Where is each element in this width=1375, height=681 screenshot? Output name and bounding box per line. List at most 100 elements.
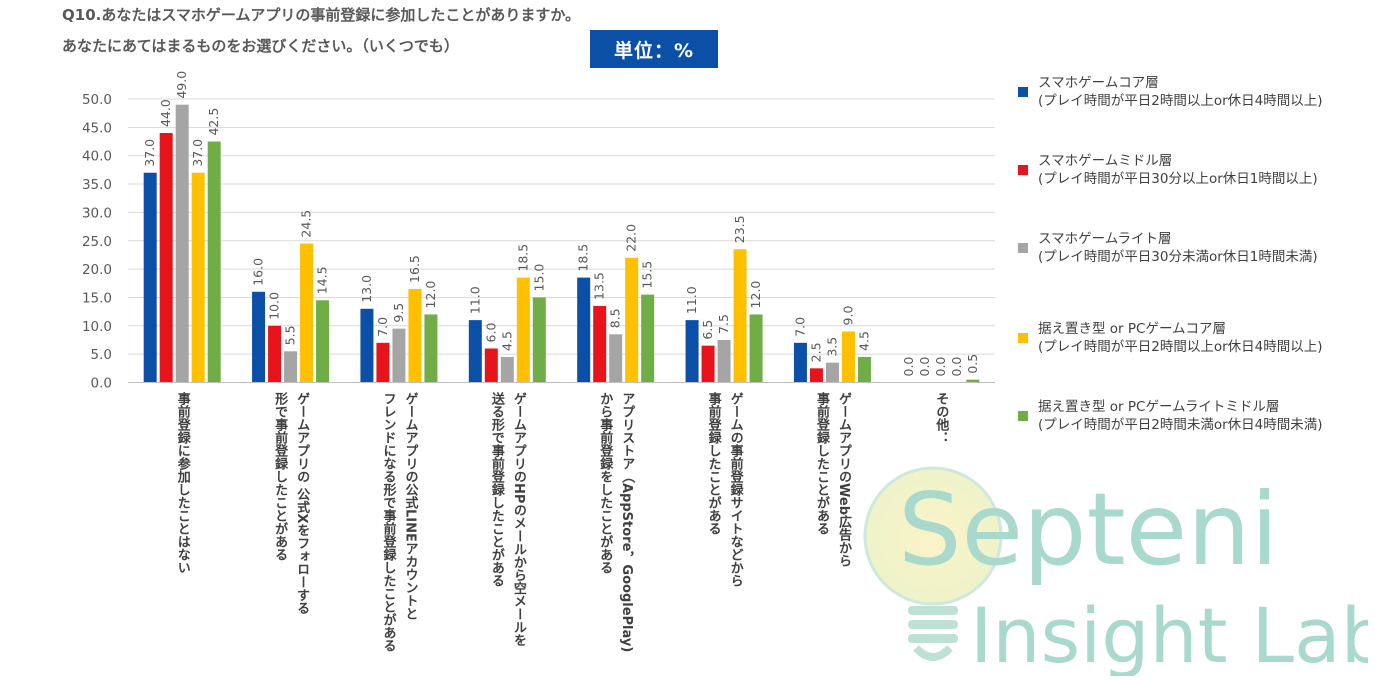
legend-series-note: (プレイ時間が平日30分未満or休日1時間未満) — [1038, 249, 1318, 265]
bar — [207, 141, 221, 383]
data-label: 15.0 — [531, 264, 546, 292]
bar — [500, 356, 514, 383]
data-label: 6.0 — [483, 323, 498, 343]
bar — [809, 368, 823, 383]
legend-series-note: (プレイ時間が平日30分以上or休日1時間以上) — [1038, 171, 1318, 187]
data-label: 13.0 — [359, 275, 374, 303]
data-label: 44.0 — [158, 99, 173, 127]
bar — [857, 356, 871, 383]
bar — [593, 305, 607, 383]
bar — [316, 300, 330, 383]
data-label: 14.5 — [315, 266, 330, 294]
data-label: 8.5 — [608, 308, 623, 328]
legend-series-name: スマホゲームミドル層 — [1038, 153, 1173, 169]
legend-item: 据え置き型 or PCゲームライトミドル層 (プレイ時間が平日2時間未満or休日4… — [1018, 398, 1368, 434]
legend-series-note: (プレイ時間が平日2時間未満or休日4時間未満) — [1038, 417, 1323, 433]
category-label: フレンドになる形で事前登録したことがある — [380, 392, 397, 652]
data-label: 0.0 — [917, 357, 932, 377]
question-instruction: あなたにあてはまるものをお選びください。（いくつでも） — [62, 37, 459, 55]
category-label: から事前登録をしたことがある — [597, 392, 614, 574]
legend-label: スマホゲームミドル層 (プレイ時間が平日30分以上or休日1時間以上) — [1038, 152, 1318, 188]
data-label: 49.0 — [174, 71, 189, 99]
category-label: 事前登録したことがある — [706, 391, 723, 535]
data-label: 15.5 — [640, 261, 655, 289]
bar — [609, 334, 623, 383]
bar — [532, 297, 546, 383]
category-label: 送る形で事前登録したことがある — [489, 391, 506, 587]
bar — [360, 308, 374, 383]
data-label: 5.5 — [283, 325, 298, 345]
septeni-insight-lab-logo: Septeni Insight Lab. — [863, 466, 1368, 676]
legend-item: スマホゲームライト層 (プレイ時間が平日30分未満or休日1時間未満) — [1018, 230, 1368, 266]
data-label: 18.5 — [515, 244, 530, 272]
legend-series-name: 据え置き型 or PCゲームライトミドル層 — [1038, 399, 1280, 415]
data-label: 13.5 — [592, 272, 607, 300]
legend-series-name: 据え置き型 or PCゲームコア層 — [1038, 321, 1227, 337]
data-label: 16.5 — [407, 255, 422, 283]
data-label: 0.5 — [965, 354, 980, 374]
category-label: ゲームアプリのHPのメールから空メールを — [511, 392, 527, 647]
bar — [175, 104, 189, 383]
category-label: 事前登録に参加したことはない — [175, 391, 192, 574]
y-tick-label: 50.0 — [82, 92, 112, 108]
bar — [749, 314, 763, 383]
bar — [966, 379, 980, 383]
data-label: 42.5 — [206, 108, 221, 136]
y-tick-label: 5.0 — [91, 347, 112, 363]
bar — [625, 257, 639, 383]
category-label: ゲームアプリの 公式Xをフォローする — [294, 392, 310, 615]
bar — [408, 288, 422, 383]
legend-series-note: (プレイ時間が平日2時間以上or休日4時間以上) — [1038, 93, 1323, 109]
legend-swatch — [1018, 243, 1028, 253]
category-label: アプリストア（AppStore，GooglePlay) — [619, 392, 636, 652]
legend-item: スマホゲームコア層 (プレイ時間が平日2時間以上or休日4時間以上) — [1018, 74, 1368, 110]
category-label: ゲームアプリのWeb広告から — [836, 392, 852, 567]
data-label: 18.5 — [576, 244, 591, 272]
legend-item: 据え置き型 or PCゲームコア層 (プレイ時間が平日2時間以上or休日4時間以上… — [1018, 320, 1368, 356]
y-tick-label: 45.0 — [82, 120, 112, 136]
data-label: 11.0 — [684, 286, 699, 314]
bar — [841, 331, 855, 383]
bar — [484, 348, 498, 383]
data-label: 9.5 — [391, 303, 406, 323]
data-label: 0.0 — [949, 357, 964, 377]
legend-item: スマホゲームミドル層 (プレイ時間が平日30分以上or休日1時間以上) — [1018, 152, 1368, 188]
data-label: 4.5 — [499, 331, 514, 351]
category-label: 事前登録したことがある — [814, 391, 831, 535]
legend-series-note: (プレイ時間が平日2時間以上or休日4時間以上) — [1038, 339, 1323, 355]
bar-chart: 0.0 5.0 10.0 15.0 20.0 25.0 30.0 35.0 40.0 45.0 50… — [82, 71, 995, 652]
bar — [300, 243, 314, 383]
bar — [268, 325, 282, 383]
logo-text-insight-lab: Insight Lab. — [970, 591, 1368, 676]
data-label: 4.5 — [856, 331, 871, 351]
bar — [191, 172, 205, 383]
data-label: 16.0 — [251, 258, 266, 286]
y-tick-label: 15.0 — [82, 290, 112, 306]
bar — [641, 294, 655, 383]
category-label: その他： — [933, 392, 950, 444]
data-label: 23.5 — [732, 215, 747, 243]
legend-swatch — [1018, 333, 1028, 343]
legend-label: スマホゲームライト層 (プレイ時間が平日30分未満or休日1時間未満) — [1038, 230, 1318, 266]
y-tick-label: 25.0 — [82, 234, 112, 250]
legend-label: 据え置き型 or PCゲームコア層 (プレイ時間が平日2時間以上or休日4時間以上… — [1038, 320, 1323, 356]
data-label: 11.0 — [467, 286, 482, 314]
data-label: 12.0 — [748, 281, 763, 309]
data-label: 22.0 — [624, 224, 639, 252]
logo-text-septeni: Septeni — [898, 471, 1278, 588]
legend-label: スマホゲームコア層 (プレイ時間が平日2時間以上or休日4時間以上) — [1038, 74, 1323, 110]
y-tick-label: 35.0 — [82, 177, 112, 193]
bar — [733, 249, 747, 383]
data-label: 2.5 — [808, 342, 823, 362]
legend-swatch — [1018, 165, 1028, 175]
data-label: 24.5 — [299, 210, 314, 238]
bar — [701, 345, 715, 383]
data-label: 12.0 — [423, 281, 438, 309]
data-label: 6.5 — [700, 320, 715, 340]
bar — [284, 351, 298, 383]
data-label: 0.0 — [901, 357, 916, 377]
data-label: 7.0 — [375, 317, 390, 337]
bar — [392, 328, 406, 383]
y-tick-label: 10.0 — [82, 319, 112, 335]
category-label: ゲームアプリの公式LINEアカウントと — [402, 392, 418, 620]
